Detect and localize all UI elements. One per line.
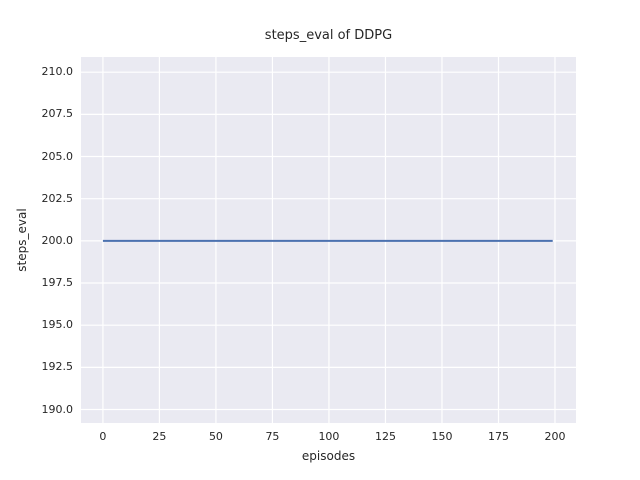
y-tick-label: 205.0 <box>41 149 74 163</box>
y-tick-label: 190.0 <box>41 402 74 416</box>
x-tick-label: 200 <box>544 430 566 443</box>
x-tick-label: 25 <box>152 430 167 443</box>
x-tick-label: 100 <box>318 430 340 443</box>
y-tick-label: 192.5 <box>41 360 74 374</box>
plot-canvas <box>81 57 576 423</box>
x-tick-label: 175 <box>487 430 509 443</box>
y-tick-label: 210.0 <box>41 65 74 79</box>
x-tick-label: 0 <box>99 430 107 443</box>
y-axis-label: steps_eval <box>15 208 29 272</box>
x-axis-label: episodes <box>301 449 356 463</box>
chart-title: steps_eval of DDPG <box>264 28 393 43</box>
y-tick-label: 202.5 <box>41 191 74 205</box>
y-tick-label: 195.0 <box>41 318 74 332</box>
x-tick-label: 50 <box>208 430 223 443</box>
x-tick-label: 150 <box>431 430 453 443</box>
x-tick-label: 125 <box>374 430 396 443</box>
y-tick-label: 197.5 <box>41 276 74 289</box>
x-tick-label: 75 <box>265 430 280 443</box>
y-tick-label: 200.0 <box>41 233 74 247</box>
y-tick-label: 207.5 <box>41 107 74 121</box>
plot-area <box>81 57 576 423</box>
